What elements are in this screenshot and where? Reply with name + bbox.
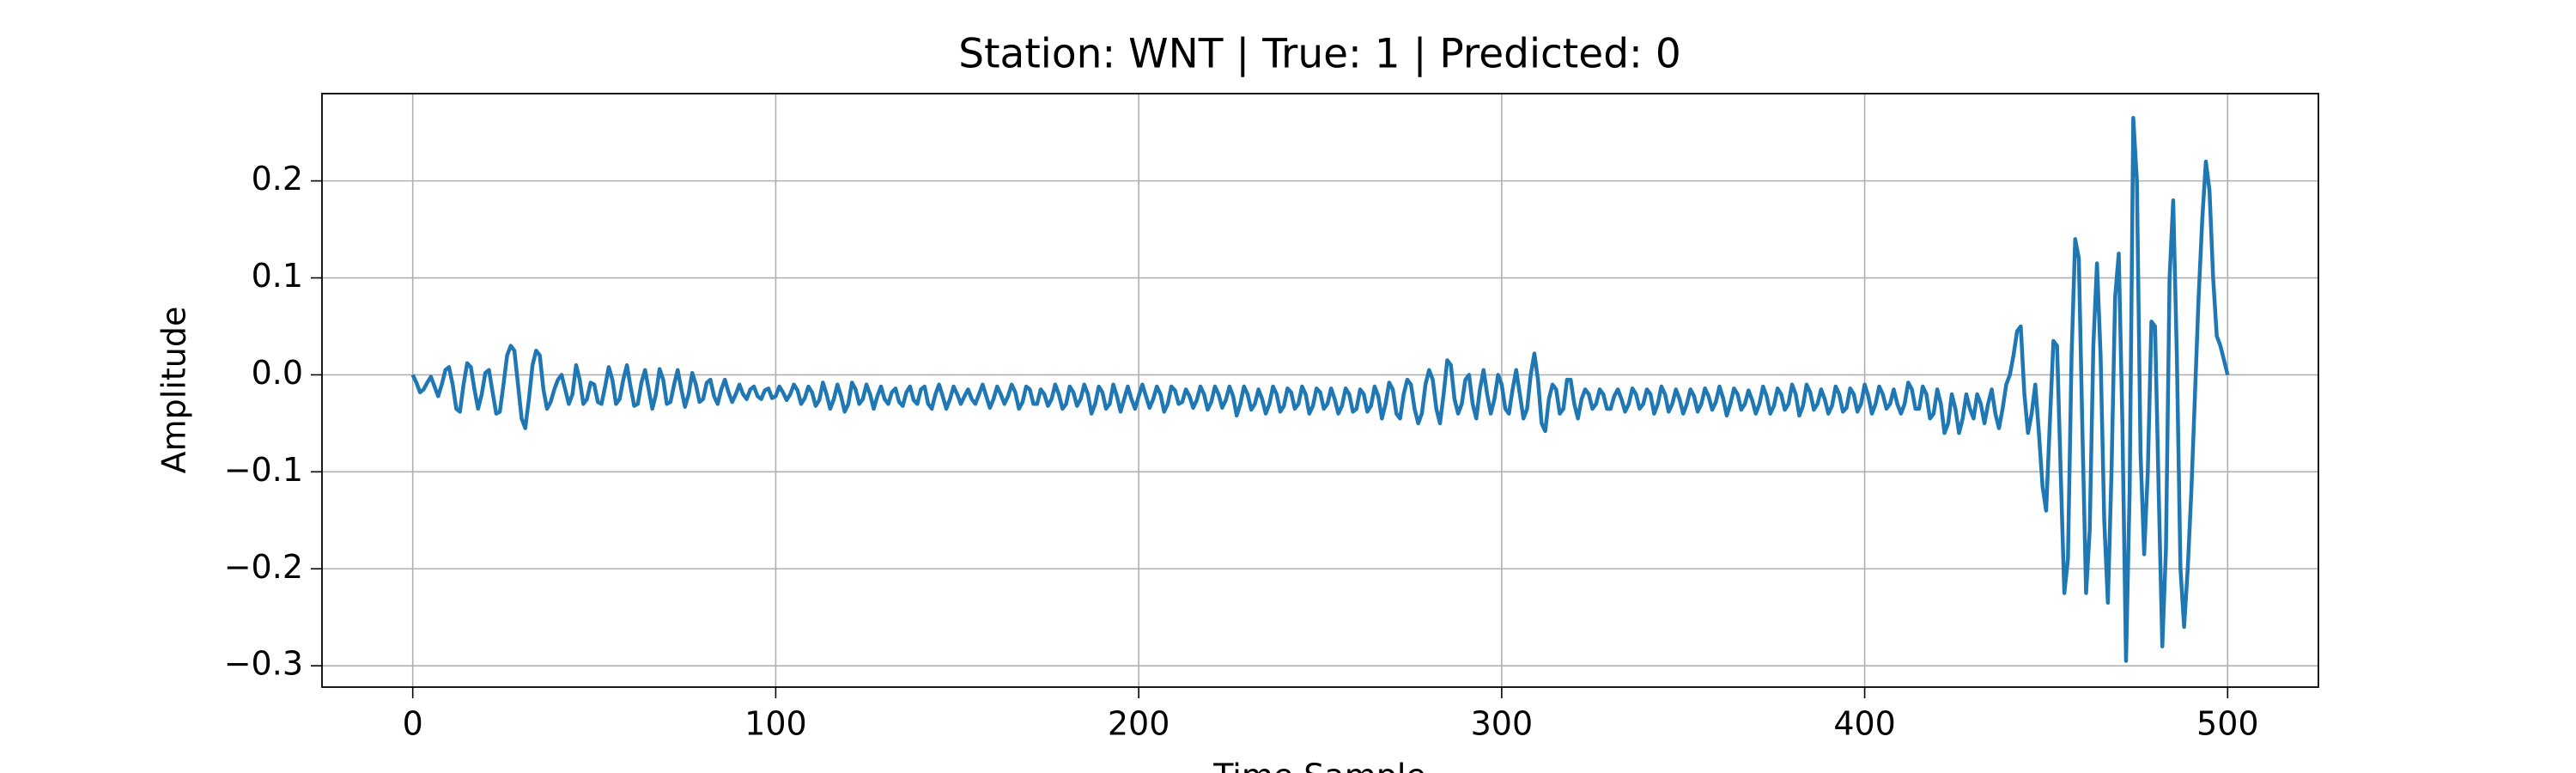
data-line <box>410 115 2230 663</box>
x-tick-label: 500 <box>2196 705 2259 743</box>
y-tick-label: 0.2 <box>252 160 303 198</box>
plot-frame <box>321 93 2319 688</box>
x-tick-label: 400 <box>1833 705 1896 743</box>
x-tick-label: 0 <box>403 705 423 743</box>
y-tick-label: −0.1 <box>224 451 303 489</box>
y-tick-label: 0.0 <box>252 354 303 392</box>
chart-title: Station: WNT | True: 1 | Predicted: 0 <box>958 31 1680 78</box>
y-tick-label: 0.1 <box>252 257 303 295</box>
x-tick-label: 300 <box>1471 705 1534 743</box>
x-tick-label: 100 <box>744 705 807 743</box>
y-tick-label: −0.2 <box>224 548 303 586</box>
y-axis-label: Amplitude <box>155 307 193 474</box>
x-tick-label: 200 <box>1108 705 1170 743</box>
y-tick-label: −0.3 <box>224 645 303 683</box>
x-axis-label: Time Sample <box>1212 758 1426 773</box>
